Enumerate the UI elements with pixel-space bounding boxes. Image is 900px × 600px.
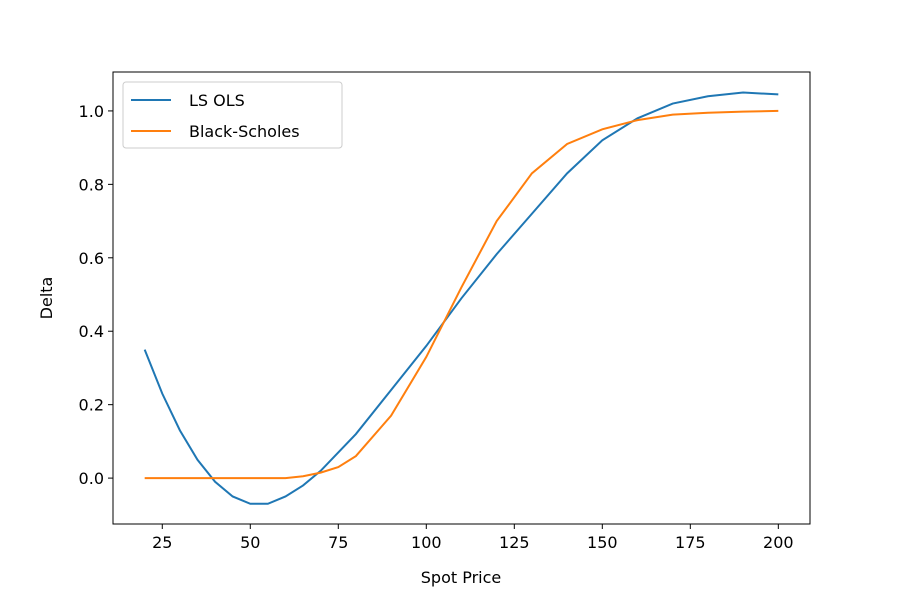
x-axis-label: Spot Price — [421, 568, 502, 587]
x-tick-label: 75 — [328, 533, 348, 552]
y-axis-label: Delta — [37, 277, 56, 320]
x-tick-label: 150 — [587, 533, 618, 552]
x-tick-label: 50 — [240, 533, 260, 552]
y-tick-label: 1.0 — [79, 102, 104, 121]
x-tick-label: 100 — [411, 533, 442, 552]
x-tick-label: 25 — [152, 533, 172, 552]
x-tick-label: 125 — [499, 533, 530, 552]
y-tick-label: 0.4 — [79, 322, 104, 341]
x-tick-label: 200 — [763, 533, 794, 552]
line-series — [144, 109, 779, 480]
legend-label: LS OLS — [189, 91, 245, 110]
y-tick-label: 0.8 — [79, 175, 104, 194]
plot-frame — [112, 71, 811, 525]
y-tick-label: 0.2 — [79, 396, 104, 415]
legend-label: Black-Scholes — [189, 122, 300, 141]
y-tick-label: 0.6 — [79, 249, 104, 268]
line-series — [143, 91, 779, 505]
y-tick-label: 0.0 — [79, 469, 104, 488]
x-tick-label: 175 — [675, 533, 706, 552]
legend-box — [122, 81, 343, 149]
